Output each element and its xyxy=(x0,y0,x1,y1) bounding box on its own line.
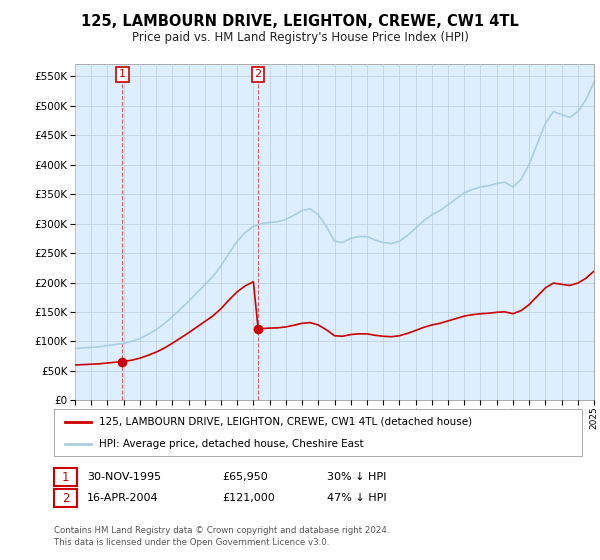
Text: 30-NOV-1995: 30-NOV-1995 xyxy=(87,472,161,482)
Text: 30% ↓ HPI: 30% ↓ HPI xyxy=(327,472,386,482)
Text: This data is licensed under the Open Government Licence v3.0.: This data is licensed under the Open Gov… xyxy=(54,538,329,547)
Text: 16-APR-2004: 16-APR-2004 xyxy=(87,493,158,503)
Text: 125, LAMBOURN DRIVE, LEIGHTON, CREWE, CW1 4TL (detached house): 125, LAMBOURN DRIVE, LEIGHTON, CREWE, CW… xyxy=(99,417,472,427)
Text: 1: 1 xyxy=(119,69,126,80)
Text: HPI: Average price, detached house, Cheshire East: HPI: Average price, detached house, Ches… xyxy=(99,438,364,449)
Text: 47% ↓ HPI: 47% ↓ HPI xyxy=(327,493,386,503)
Text: 2: 2 xyxy=(254,69,262,80)
Text: £121,000: £121,000 xyxy=(222,493,275,503)
Text: £65,950: £65,950 xyxy=(222,472,268,482)
Text: Price paid vs. HM Land Registry's House Price Index (HPI): Price paid vs. HM Land Registry's House … xyxy=(131,31,469,44)
Text: Contains HM Land Registry data © Crown copyright and database right 2024.: Contains HM Land Registry data © Crown c… xyxy=(54,526,389,535)
Text: 1: 1 xyxy=(62,470,69,484)
Text: 2: 2 xyxy=(62,492,69,505)
Text: 125, LAMBOURN DRIVE, LEIGHTON, CREWE, CW1 4TL: 125, LAMBOURN DRIVE, LEIGHTON, CREWE, CW… xyxy=(81,14,519,29)
